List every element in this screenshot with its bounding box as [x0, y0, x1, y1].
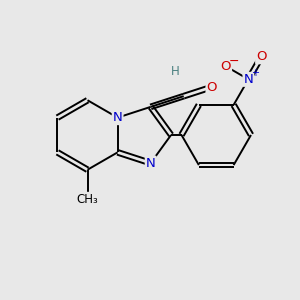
- Text: −: −: [229, 55, 239, 68]
- Text: O: O: [220, 60, 231, 73]
- Text: N: N: [113, 111, 122, 124]
- Text: CH₃: CH₃: [76, 193, 98, 206]
- Text: O: O: [256, 50, 267, 63]
- Text: O: O: [206, 80, 217, 94]
- Text: H: H: [171, 65, 180, 78]
- Text: N: N: [244, 73, 253, 86]
- Text: +: +: [251, 68, 259, 78]
- Text: N: N: [146, 157, 155, 169]
